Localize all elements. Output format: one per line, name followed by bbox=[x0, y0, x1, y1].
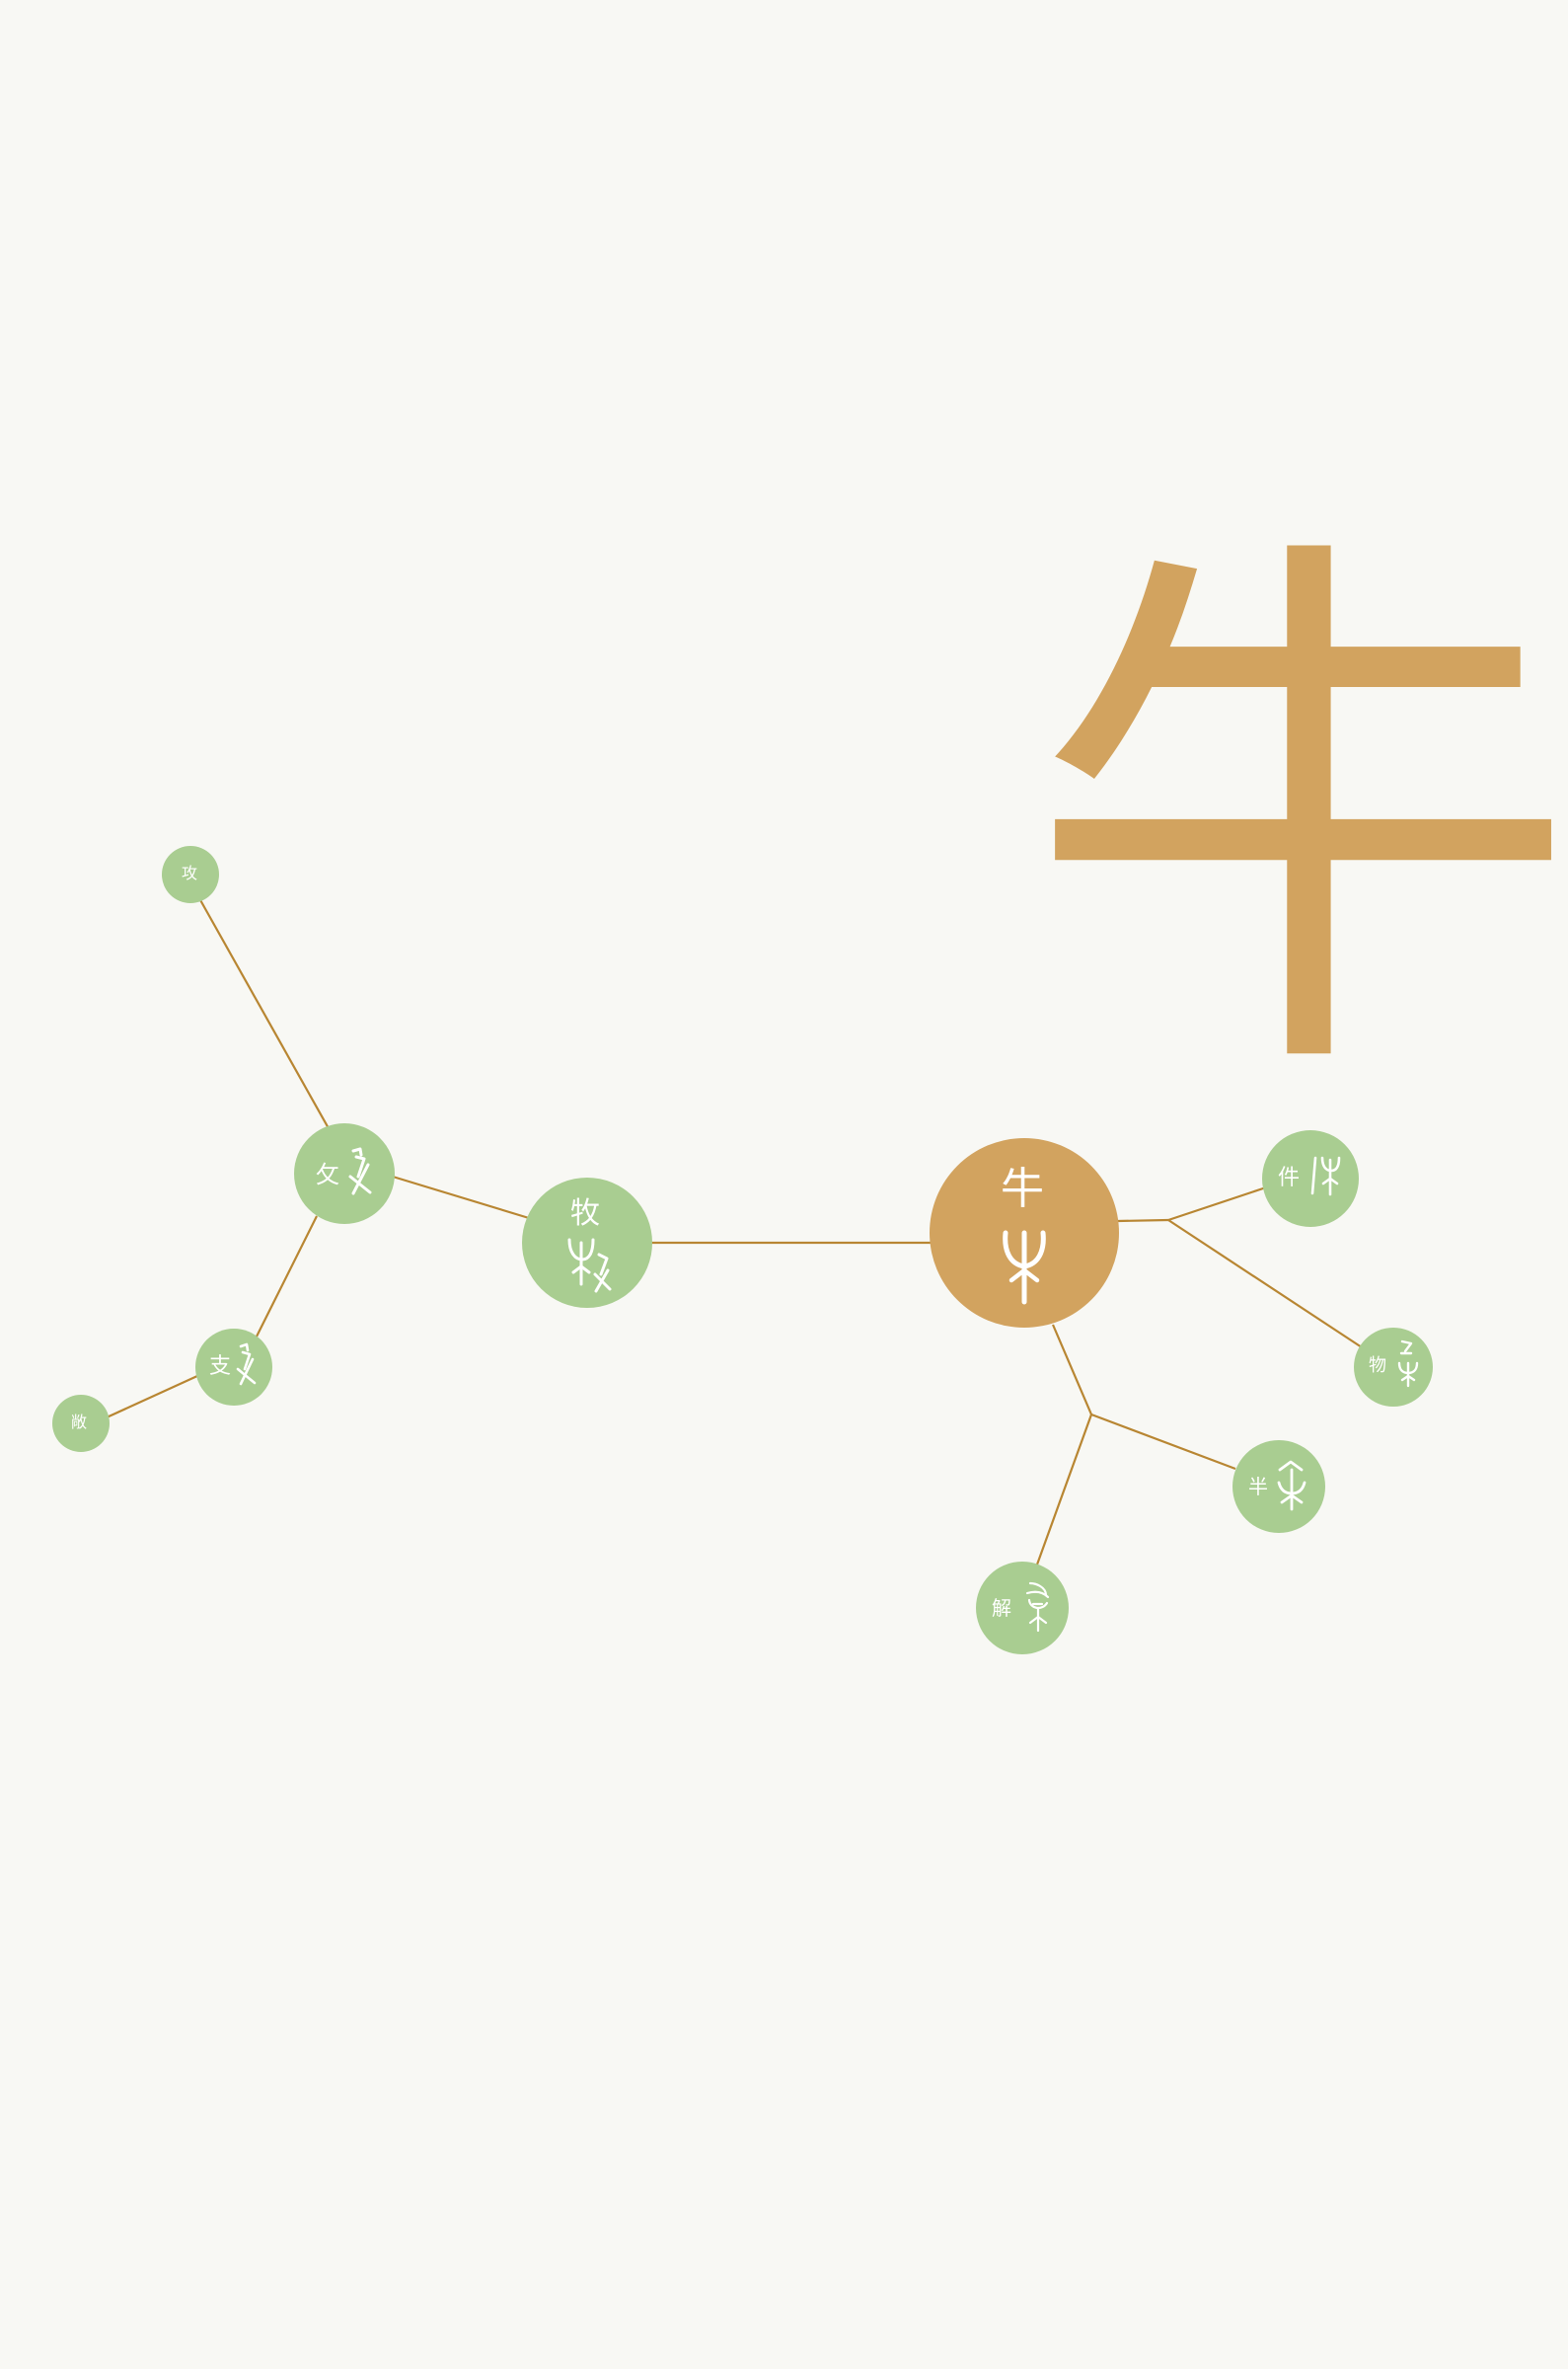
node-mu[interactable]: 牧 bbox=[522, 1178, 652, 1308]
node-pu[interactable]: 攵 bbox=[294, 1123, 395, 1224]
node-label: 敞 bbox=[71, 1413, 88, 1431]
oracle-zhi-glyph bbox=[236, 1342, 257, 1386]
node-label: 半 bbox=[1248, 1475, 1268, 1498]
edge-pu-zhi bbox=[256, 1215, 318, 1337]
node-label: 件 bbox=[1278, 1166, 1301, 1190]
edge-branch-wu bbox=[1167, 1219, 1363, 1348]
hero-character: 牛 bbox=[1026, 497, 1568, 1141]
edge-niu-branch-right bbox=[1117, 1218, 1169, 1223]
edge-pu-mu bbox=[392, 1175, 530, 1220]
edge-zhi-chang bbox=[106, 1374, 198, 1419]
oracle-pu-glyph bbox=[348, 1147, 372, 1195]
edge-gong-pu bbox=[198, 897, 331, 1131]
node-niu[interactable]: 牛 bbox=[930, 1138, 1119, 1328]
oracle-ban-glyph bbox=[1277, 1460, 1307, 1511]
node-jie[interactable]: 解 bbox=[976, 1562, 1069, 1654]
oracle-ox-glyph bbox=[1003, 1230, 1046, 1305]
node-chang[interactable]: 敞 bbox=[52, 1395, 110, 1452]
edge-branch-ban bbox=[1090, 1413, 1236, 1471]
node-zhi[interactable]: 支 bbox=[195, 1329, 272, 1406]
oracle-jie-glyph bbox=[1025, 1581, 1050, 1633]
node-wu[interactable]: 物 bbox=[1354, 1328, 1433, 1407]
node-gong[interactable]: 攻 bbox=[162, 846, 219, 903]
edge-branch-jie bbox=[1035, 1414, 1093, 1566]
node-jian[interactable]: 件 bbox=[1262, 1130, 1359, 1227]
node-label: 攻 bbox=[182, 864, 198, 882]
node-label: 牛 bbox=[1001, 1164, 1044, 1214]
edge-branch-jian bbox=[1167, 1185, 1267, 1222]
oracle-wu-glyph bbox=[1397, 1339, 1419, 1388]
node-label: 牧 bbox=[570, 1196, 600, 1231]
node-label: 攵 bbox=[316, 1161, 339, 1188]
node-label: 支 bbox=[209, 1354, 232, 1379]
edge-niu-branch-lower bbox=[1051, 1324, 1093, 1415]
node-ban[interactable]: 半 bbox=[1232, 1440, 1325, 1533]
node-label: 物 bbox=[1369, 1355, 1386, 1376]
node-label: 解 bbox=[992, 1596, 1011, 1620]
oracle-mu-glyph bbox=[567, 1238, 612, 1293]
oracle-jian-glyph bbox=[1310, 1156, 1341, 1196]
